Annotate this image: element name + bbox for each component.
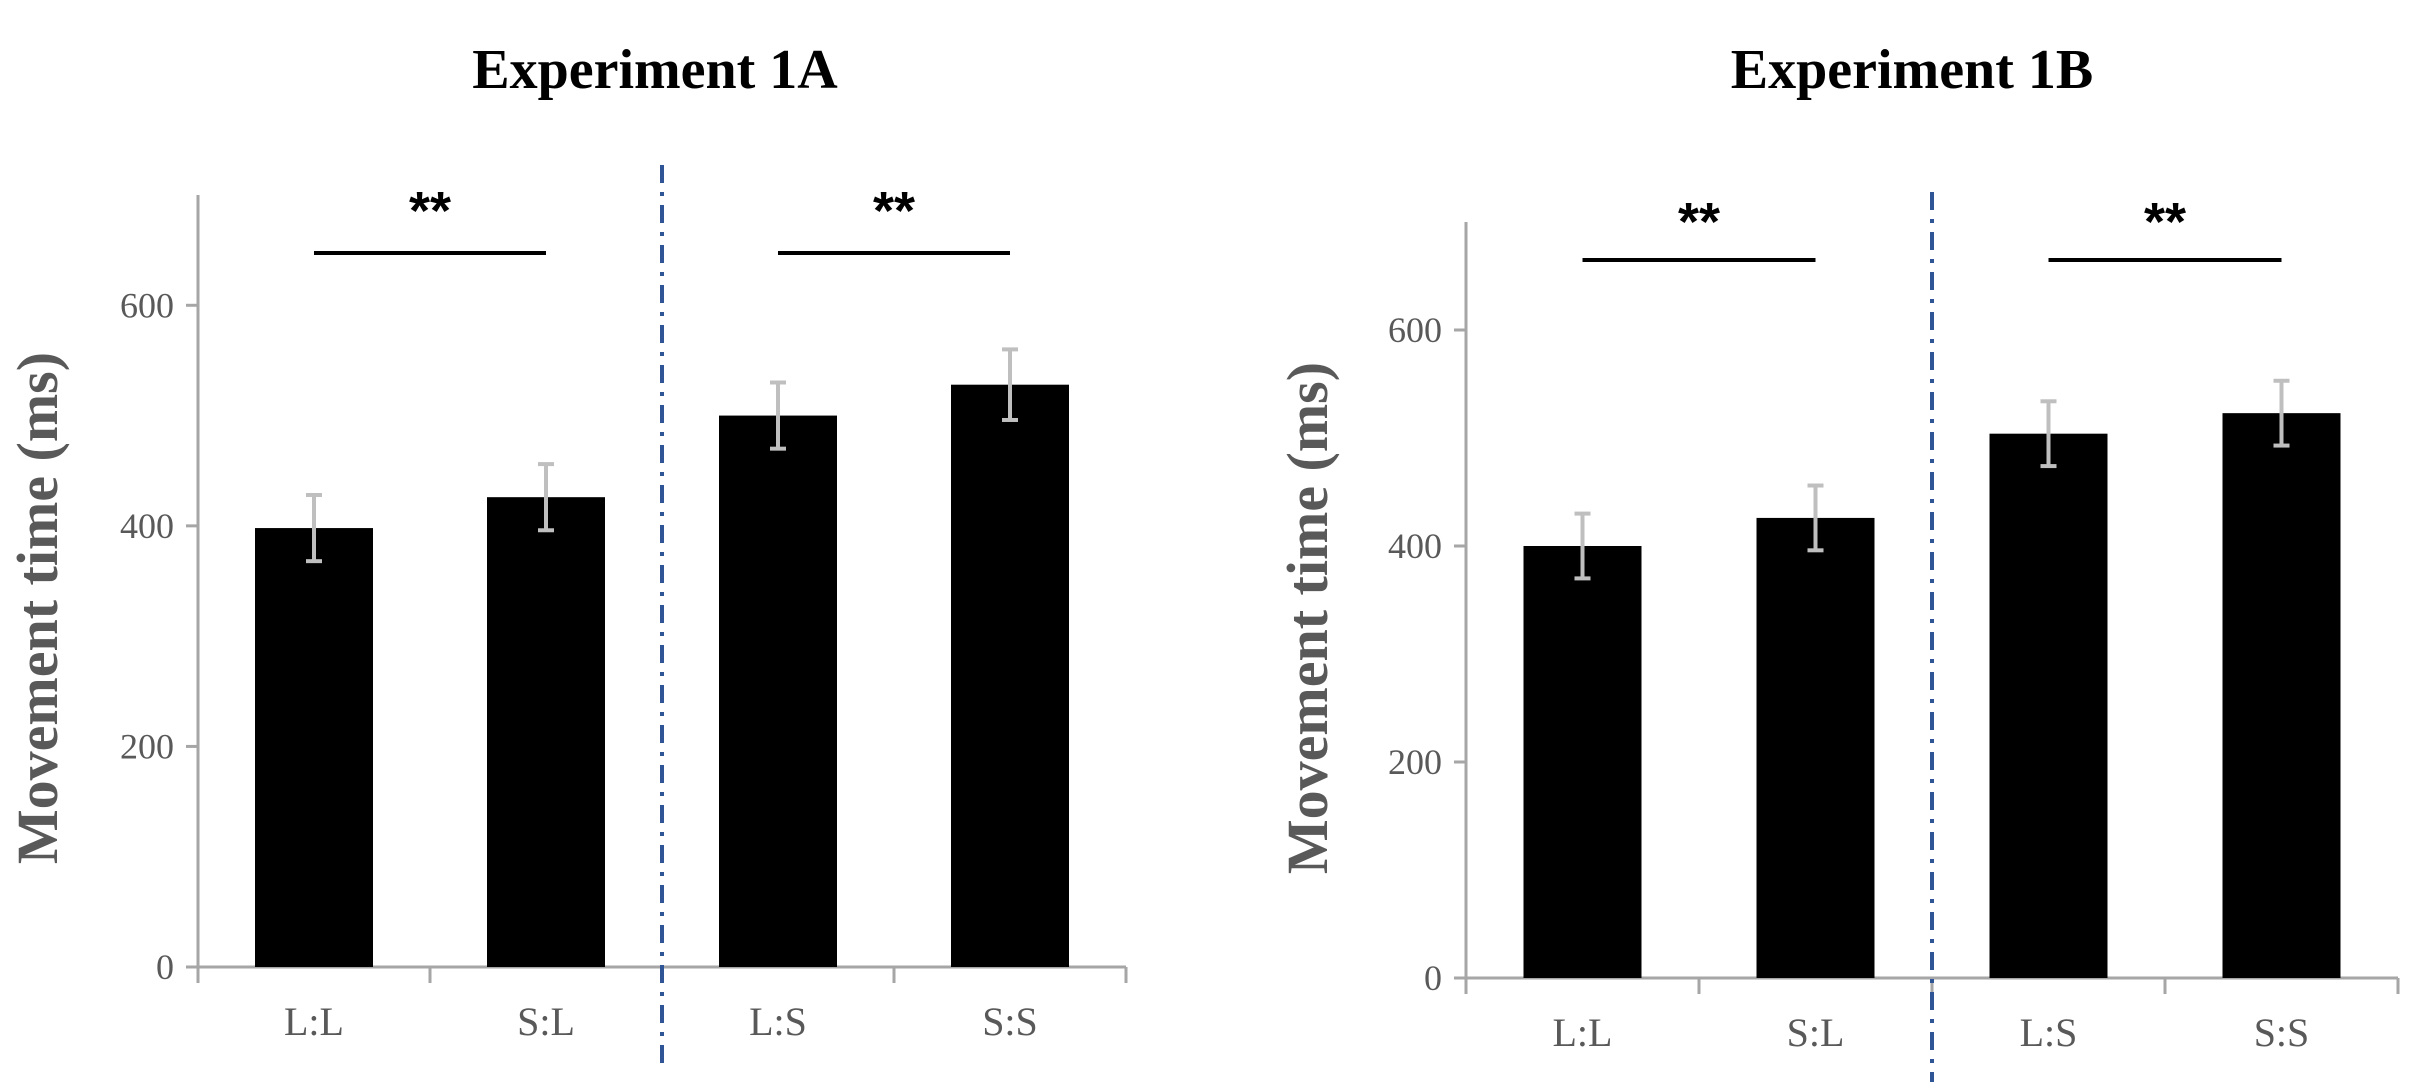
y-tick-label: 400 xyxy=(1388,526,1442,566)
chart-experiment-1b: Experiment 1B Movement time (ms) 0 200 400… xyxy=(1275,39,2400,1082)
significance-label: ** xyxy=(2144,192,2186,252)
bar xyxy=(1756,517,1875,978)
chart-experiment-1a: Experiment 1A Movement time (ms) 0 200 400… xyxy=(5,39,1128,1072)
bar xyxy=(255,528,373,967)
bar xyxy=(1523,546,1642,978)
y-tick-label: 200 xyxy=(120,726,174,766)
y-tick-label: 600 xyxy=(120,285,174,325)
y-tick-label: 400 xyxy=(120,506,174,546)
x-tick-label: L:S xyxy=(749,999,807,1044)
x-tick-label: S:L xyxy=(1787,1010,1845,1055)
y-tick-label: 600 xyxy=(1388,310,1442,350)
chart-title: Experiment 1A xyxy=(472,39,838,101)
chart-title: Experiment 1B xyxy=(1731,39,2093,101)
bar xyxy=(951,384,1069,968)
x-tick-label: L:L xyxy=(284,999,344,1044)
y-axis-label: Movement time (ms) xyxy=(5,352,70,864)
x-tick-label: S:S xyxy=(982,999,1038,1044)
significance-label: ** xyxy=(1678,192,1720,252)
y-tick-label: 0 xyxy=(1424,958,1442,998)
y-tick-label: 200 xyxy=(1388,742,1442,782)
x-tick-label: S:L xyxy=(517,999,575,1044)
bar xyxy=(2222,413,2341,978)
bar xyxy=(719,415,837,968)
x-tick-label: L:S xyxy=(2020,1010,2078,1055)
y-tick-label: 0 xyxy=(156,947,174,987)
x-tick-label: S:S xyxy=(2254,1010,2310,1055)
x-tick-label: L:L xyxy=(1553,1010,1613,1055)
bar xyxy=(487,497,605,967)
significance-label: ** xyxy=(873,181,915,241)
y-axis-label: Movement time (ms) xyxy=(1275,362,1340,874)
bar xyxy=(1989,433,2108,978)
significance-label: ** xyxy=(409,181,451,241)
